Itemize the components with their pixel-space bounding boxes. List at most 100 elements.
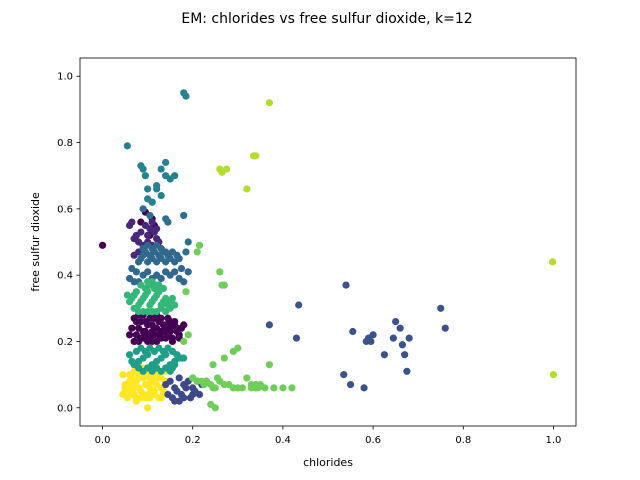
data-point [252, 384, 260, 392]
data-point [243, 374, 251, 382]
data-point [177, 264, 186, 273]
plot-frame [79, 57, 577, 427]
data-point [175, 397, 183, 405]
y-tick-label: 0.4 [57, 271, 73, 282]
data-point [128, 357, 136, 365]
data-point [166, 367, 174, 375]
chart-title: EM: chlorides vs free sulfur dioxide, k=… [181, 11, 472, 27]
data-point [342, 281, 350, 289]
data-point [128, 374, 136, 382]
data-point [243, 185, 251, 193]
data-point [128, 324, 136, 332]
data-point [234, 344, 242, 352]
data-point [137, 334, 145, 342]
data-point [157, 165, 165, 173]
data-point [157, 367, 165, 375]
x-tick-label: 0.6 [365, 435, 381, 446]
data-point [153, 337, 161, 346]
data-point [153, 281, 161, 289]
data-point [139, 165, 147, 173]
data-point [367, 337, 375, 346]
scatter-points [98, 89, 558, 412]
data-point [177, 354, 186, 362]
data-point [159, 284, 168, 293]
data-point [405, 334, 413, 342]
data-point [398, 341, 406, 349]
data-point [119, 371, 127, 379]
data-point [180, 321, 188, 329]
data-point [216, 268, 224, 276]
data-point [189, 374, 197, 382]
data-point [144, 268, 152, 276]
data-point [135, 374, 143, 382]
x-axis-label: chlorides [303, 456, 353, 469]
x-tick-label: 0.8 [455, 435, 471, 446]
data-point [360, 384, 368, 392]
data-point [175, 254, 183, 263]
data-point [261, 384, 269, 392]
data-point [148, 327, 156, 336]
data-point [441, 324, 449, 332]
data-point [153, 182, 161, 190]
data-point [211, 404, 219, 412]
data-point [148, 218, 156, 226]
data-point [132, 288, 140, 296]
x-tick-label: 0.0 [95, 435, 111, 446]
data-point [168, 294, 177, 302]
data-point [139, 327, 147, 336]
data-point [193, 248, 201, 256]
data-point [132, 268, 140, 276]
data-point [346, 380, 355, 389]
y-axis-label: free sulfur dioxide [29, 192, 42, 292]
data-point [211, 384, 219, 392]
data-point [144, 380, 152, 389]
data-point [182, 288, 190, 296]
data-point [369, 331, 377, 339]
data-point [171, 301, 179, 309]
y-tick-label: 0.2 [57, 337, 73, 348]
y-tick-label: 0.0 [57, 403, 73, 414]
data-point [123, 291, 131, 299]
data-point [292, 334, 301, 342]
data-point [162, 334, 170, 342]
data-point [437, 304, 445, 312]
data-point [139, 367, 147, 375]
data-point [380, 351, 388, 359]
data-point [222, 165, 231, 173]
data-point [141, 317, 149, 326]
data-point [180, 211, 188, 220]
data-point [265, 99, 273, 107]
data-point [130, 384, 138, 392]
y-tick-label: 0.8 [57, 138, 73, 149]
data-point [182, 92, 190, 100]
data-point [157, 374, 165, 382]
data-point [288, 384, 296, 392]
data-point [396, 324, 404, 332]
data-point [148, 321, 156, 329]
data-point [123, 142, 131, 150]
data-point [132, 397, 140, 405]
data-point [166, 317, 174, 326]
data-point [184, 331, 192, 339]
data-point [144, 231, 152, 239]
data-point [146, 374, 154, 382]
data-point [175, 331, 183, 339]
data-point [349, 327, 357, 336]
data-point [392, 317, 400, 326]
data-point [137, 228, 145, 236]
data-point [548, 258, 557, 266]
data-point [171, 361, 179, 369]
x-axis-ticks: 0.0 0.2 0.4 0.6 0.8 1.0 [95, 426, 561, 446]
data-point [157, 274, 165, 283]
data-point [148, 387, 156, 395]
data-point [209, 361, 217, 369]
data-point [128, 218, 136, 226]
data-point [144, 337, 152, 346]
data-point [148, 198, 156, 206]
x-tick-label: 0.2 [185, 435, 201, 446]
data-point [403, 367, 411, 375]
data-point [252, 152, 260, 160]
data-point [121, 384, 129, 392]
data-point [132, 317, 140, 326]
data-point [98, 241, 107, 249]
